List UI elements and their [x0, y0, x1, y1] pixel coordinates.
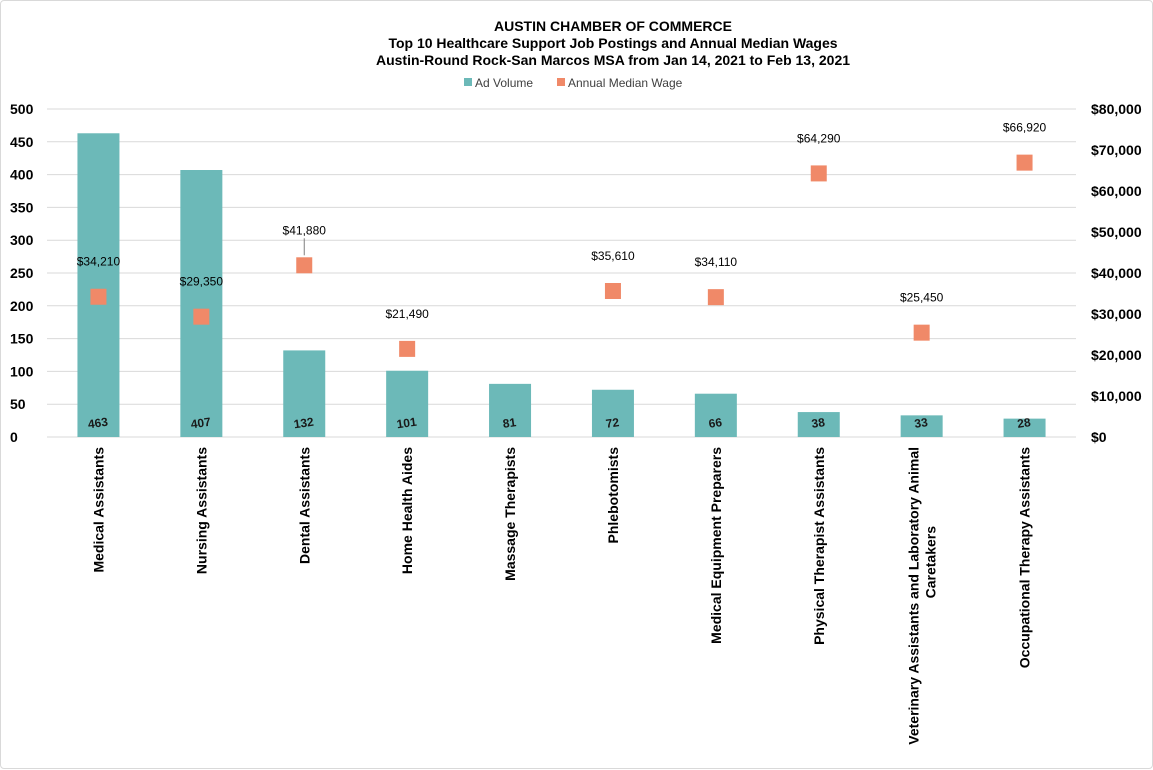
bar-value-label: 463	[87, 415, 109, 432]
wage-value-label: $34,210	[77, 255, 121, 269]
wage-value-label: $21,490	[385, 307, 429, 321]
y-left-tick-label: 450	[10, 134, 34, 150]
x-axis: Medical Assistants Nursing Assistants Dent…	[90, 447, 1032, 745]
x-tick-label: Phlebotomists	[605, 447, 621, 544]
x-tick-label: Home Health Aides	[399, 447, 415, 574]
bar	[283, 350, 326, 437]
bar-value-label: 101	[396, 415, 418, 432]
legend-label-annual-median-wage: Annual Median Wage	[568, 76, 683, 90]
scatter-series-annual-median-wage	[90, 154, 1033, 357]
bar-series-ad-volume	[77, 133, 1046, 437]
bar-value-label: 33	[914, 415, 929, 431]
x-tick-line: Veterinary Assistants and Laboratory Ani…	[906, 447, 922, 745]
y-axis-left: 0 50 100 150 200 250 300 350 400 450 500	[10, 101, 34, 445]
bar	[386, 370, 429, 437]
wage-point	[296, 257, 313, 274]
y-right-tick-label: $80,000	[1091, 101, 1142, 117]
y-left-tick-label: 50	[10, 396, 26, 412]
bar-value-label: 81	[502, 415, 517, 431]
x-tick-text: Massage Therapists	[502, 447, 518, 581]
title-line-3: Austin-Round Rock-San Marcos MSA from Ja…	[376, 52, 850, 68]
bar-value-label: 38	[811, 415, 826, 431]
x-tick-label: Medical Equipment Preparers	[708, 447, 724, 644]
y-left-tick-label: 400	[10, 167, 34, 183]
y-right-tick-label: $20,000	[1091, 347, 1142, 363]
x-tick-label: Occupational Therapy Assistants	[1017, 447, 1033, 668]
y-axis-right: $0 $10,000 $20,000 $30,000 $40,000 $50,000 $60…	[1091, 101, 1142, 445]
y-left-tick-label: 500	[10, 101, 34, 117]
title-line-1: AUSTIN CHAMBER OF COMMERCE	[494, 18, 732, 34]
bar	[591, 389, 634, 437]
bar-value-label: 66	[708, 415, 723, 431]
legend: Ad Volume Annual Median Wage	[464, 76, 683, 90]
y-right-tick-label: $50,000	[1091, 224, 1142, 240]
bar-value-label: 72	[605, 415, 620, 431]
x-tick-text: Dental Assistants	[296, 447, 312, 564]
y-left-tick-label: 150	[10, 331, 34, 347]
wage-point	[810, 165, 827, 182]
x-tick-text: Physical Therapist Assistants	[811, 447, 827, 645]
wage-value-label: $35,610	[591, 249, 635, 263]
legend-swatch-annual-median-wage	[557, 78, 565, 86]
wage-value-label: $66,920	[1003, 121, 1047, 135]
wage-value-label: $34,110	[695, 255, 738, 269]
y-right-tick-label: $70,000	[1091, 142, 1142, 158]
point-data-labels: $34,210 $29,350 $41,880 $21,490 $35,610 $34,1…	[77, 121, 1047, 321]
wage-point	[707, 289, 724, 306]
wage-point	[193, 308, 210, 325]
y-right-tick-label: $0	[1091, 429, 1107, 445]
wage-point	[399, 340, 416, 357]
bar	[900, 415, 943, 437]
legend-label-ad-volume: Ad Volume	[475, 76, 533, 90]
x-tick-text: Home Health Aides	[399, 447, 415, 574]
y-left-tick-label: 350	[10, 199, 34, 215]
y-right-tick-label: $60,000	[1091, 183, 1142, 199]
bar-value-label: 132	[293, 415, 315, 432]
wage-value-label: $41,880	[283, 223, 327, 237]
y-left-tick-label: 250	[10, 265, 34, 281]
y-left-tick-label: 100	[10, 363, 34, 379]
bar-value-label: 407	[190, 415, 212, 432]
bar	[489, 383, 532, 437]
wage-point	[604, 282, 621, 299]
x-tick-line: Caretakers	[923, 526, 939, 599]
bar-value-label: 28	[1016, 415, 1031, 431]
y-right-tick-label: $30,000	[1091, 306, 1142, 322]
title-line-2: Top 10 Healthcare Support Job Postings a…	[388, 35, 837, 51]
wage-value-label: $29,350	[180, 275, 224, 289]
bar	[77, 133, 120, 437]
wage-point	[1016, 154, 1033, 171]
wage-point	[90, 288, 107, 305]
bar	[797, 412, 840, 437]
x-tick-label: Medical Assistants	[90, 447, 106, 573]
bar	[1003, 418, 1046, 437]
y-left-tick-label: 300	[10, 232, 34, 248]
x-tick-text: Occupational Therapy Assistants	[1017, 447, 1033, 668]
legend-swatch-ad-volume	[464, 78, 472, 86]
wage-point	[913, 324, 930, 341]
x-tick-label: Nursing Assistants	[193, 447, 209, 574]
bar-data-labels: 463 407 132 101 81 72 66 38 33 28	[87, 415, 1032, 432]
x-tick-label: Massage Therapists	[502, 447, 518, 581]
x-tick-label: Veterinary Assistants and Laboratory Ani…	[906, 447, 939, 745]
x-tick-label: Dental Assistants	[296, 447, 312, 564]
x-tick-text: Veterinary Assistants and Laboratory Ani…	[906, 447, 939, 745]
x-tick-text: Medical Assistants	[90, 447, 106, 573]
y-left-tick-label: 0	[10, 429, 18, 445]
x-tick-text: Nursing Assistants	[193, 447, 209, 574]
x-tick-label: Physical Therapist Assistants	[811, 447, 827, 645]
y-left-tick-label: 200	[10, 298, 34, 314]
y-right-tick-label: $40,000	[1091, 265, 1142, 281]
wage-value-label: $25,450	[900, 291, 944, 305]
y-right-tick-label: $10,000	[1091, 388, 1142, 404]
wage-value-label: $64,290	[797, 131, 841, 145]
chart-title: AUSTIN CHAMBER OF COMMERCE Top 10 Health…	[376, 18, 850, 68]
bar	[694, 393, 737, 437]
x-tick-text: Medical Equipment Preparers	[708, 447, 724, 644]
x-tick-text: Phlebotomists	[605, 447, 621, 544]
bar	[180, 170, 223, 437]
